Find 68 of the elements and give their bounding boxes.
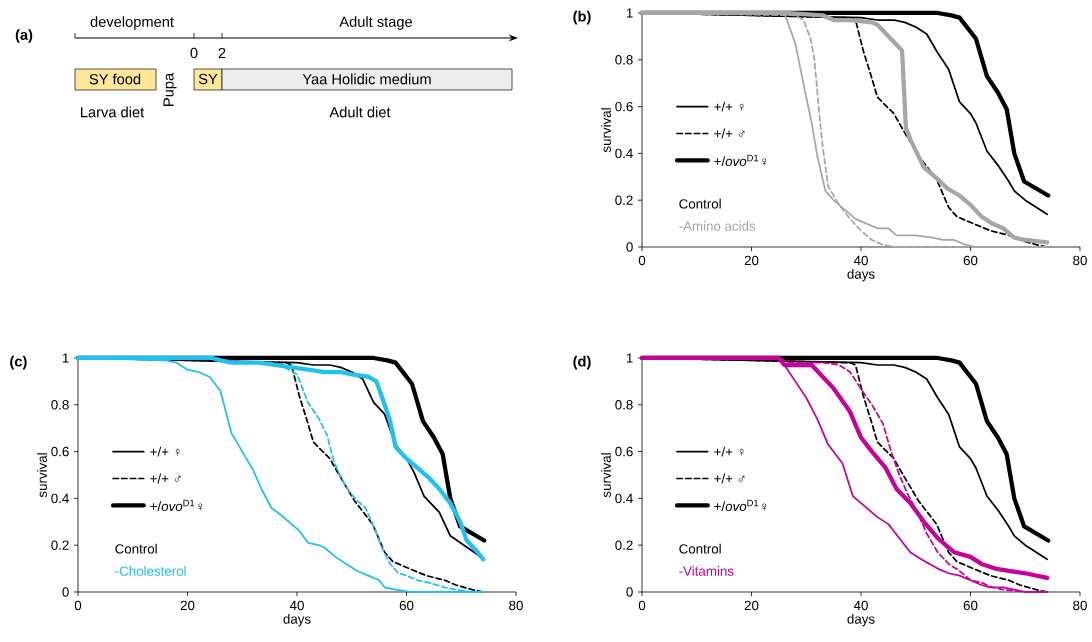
y-tick-label: 0.4 (615, 148, 633, 159)
x-tick-label: 80 (509, 600, 523, 611)
x-axis-title: days (847, 613, 875, 627)
legend-label: +/ovo$^{D1}$♀ (714, 499, 767, 512)
y-tick-label: 1 (62, 353, 69, 363)
text: Yaa Holidic medium (302, 73, 431, 85)
y-tick-label: 0.8 (615, 400, 633, 410)
y-tick-label: 1 (626, 353, 633, 363)
legend-label: +/ovo$^{D1}$♀ (150, 499, 203, 512)
annotation: -Cholesterol (115, 566, 186, 576)
y-tick-label: 0.6 (615, 101, 633, 112)
x-tick-label: 60 (399, 600, 414, 611)
x-tick-label: 80 (1073, 255, 1087, 266)
x-tick-label: 60 (963, 255, 978, 266)
annotation: -Amino acids (679, 221, 756, 231)
text: Pupa (163, 72, 177, 106)
y-tick-label: 0 (626, 242, 633, 252)
annotation: Control (115, 543, 157, 554)
legend-label: +/ovo$^{D1}$♀ (714, 154, 767, 167)
x-tick-label: 0 (638, 255, 646, 266)
y-tick-label: 0.2 (615, 540, 633, 550)
text: Adult stage (339, 16, 413, 30)
y-tick-label: 0.4 (51, 493, 69, 504)
y-tick-label: 0 (626, 587, 633, 597)
annotation: Control (679, 198, 721, 209)
y-tick-label: 0 (62, 587, 69, 597)
x-tick-label: 20 (744, 255, 759, 266)
x-tick-label: 20 (744, 600, 759, 611)
chart-title: (b) (573, 10, 591, 25)
x-tick-label: 60 (963, 600, 978, 611)
x-tick-label: 0 (638, 600, 646, 611)
y-tick-label: 0.6 (615, 446, 633, 457)
text: development (90, 16, 174, 30)
y-axis-title: survival (37, 453, 47, 498)
chart-title: (c) (10, 355, 27, 370)
y-tick-label: 0.2 (615, 195, 633, 205)
x-tick-label: 0 (74, 600, 82, 611)
chart-title: (d) (573, 355, 591, 370)
y-tick-label: 1 (626, 8, 633, 18)
x-tick-label: 20 (180, 600, 195, 611)
text: Larva diet (81, 106, 145, 118)
legend-label: +/+ ♂ (714, 128, 745, 139)
x-tick-label: 40 (853, 255, 868, 266)
y-tick-label: 0.6 (51, 446, 69, 457)
legend-label: +/+ ♀ (150, 446, 180, 457)
y-axis-title: survival (601, 108, 611, 153)
y-tick-label: 0.4 (615, 493, 633, 504)
y-tick-label: 0.8 (51, 400, 69, 410)
x-axis-title: days (283, 613, 311, 627)
y-tick-label: 0.2 (51, 540, 69, 550)
legend-label: +/+ ♂ (714, 473, 745, 484)
y-tick-label: 0.8 (615, 55, 633, 65)
text: SY (198, 73, 218, 85)
y-axis-title: survival (601, 453, 611, 498)
x-tick-label: 40 (289, 600, 304, 611)
text: 0 (190, 47, 198, 59)
text: (a) (15, 29, 33, 43)
text: SY food (89, 73, 141, 85)
legend-label: +/+ ♀ (714, 446, 744, 457)
x-axis-title: days (847, 268, 875, 282)
annotation: -Vitamins (679, 566, 734, 576)
text: Adult diet (329, 106, 391, 118)
x-tick-label: 40 (853, 600, 868, 611)
x-tick-label: 80 (1073, 600, 1087, 611)
text: 2 (218, 47, 226, 59)
annotation: Control (679, 543, 721, 554)
legend-label: +/+ ♀ (714, 101, 744, 112)
legend-label: +/+ ♂ (150, 473, 181, 484)
